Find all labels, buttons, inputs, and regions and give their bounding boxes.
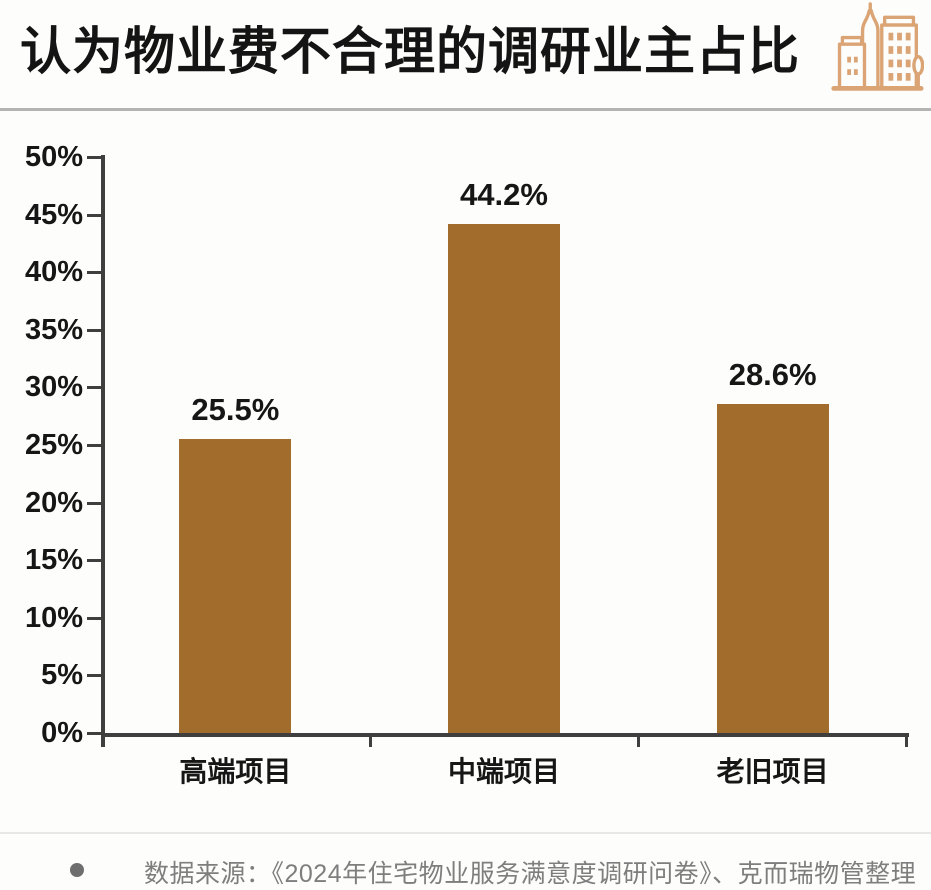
- y-tick-mark: [87, 156, 102, 159]
- bullet-icon: [70, 863, 84, 877]
- y-tick-mark: [87, 213, 102, 217]
- x-tick-mark: [368, 736, 372, 747]
- y-tick-mark: [87, 501, 102, 505]
- source-text: 数据来源：《2024年住宅物业服务满意度调研问卷》、克而瑞物管整理: [144, 860, 917, 888]
- y-tick-mark: [87, 559, 102, 563]
- bar-value-label: 44.2%: [460, 176, 548, 212]
- y-tick-label: 20%: [24, 486, 83, 519]
- y-tick-mark: [87, 271, 102, 275]
- bar-1: [179, 439, 292, 733]
- y-tick-mark: [87, 328, 102, 332]
- y-tick-mark: [87, 674, 102, 678]
- y-tick-label: 15%: [24, 544, 83, 577]
- y-tick-label: 45%: [24, 198, 83, 231]
- buildings-icon: [831, 2, 924, 91]
- y-tick-label: 10%: [24, 601, 83, 634]
- bar-value-label: 25.5%: [191, 392, 280, 428]
- x-category-label: 高端项目: [179, 756, 292, 787]
- y-tick-label: 5%: [41, 659, 83, 692]
- x-tick-mark: [637, 736, 641, 747]
- x-category-label: 老旧项目: [716, 756, 829, 787]
- y-tick-label: 35%: [24, 313, 83, 346]
- x-axis-line: [101, 733, 909, 737]
- y-tick-mark: [87, 616, 102, 620]
- y-tick-label: 0%: [41, 717, 83, 749]
- bar-2: [448, 223, 560, 733]
- y-tick-label: 30%: [24, 371, 83, 404]
- y-axis-line: [101, 155, 105, 747]
- y-tick-mark: [87, 732, 102, 735]
- y-tick-label: 25%: [24, 429, 83, 461]
- bar-value-label: 28.6%: [728, 356, 817, 392]
- y-tick-label: 40%: [24, 256, 83, 289]
- y-tick-label: 50%: [24, 141, 83, 173]
- footer-divider: [0, 832, 931, 834]
- x-category-label: 中端项目: [447, 756, 560, 787]
- x-tick-mark: [905, 736, 908, 747]
- bar-3: [716, 403, 829, 733]
- header-divider: [0, 108, 931, 111]
- y-tick-mark: [87, 444, 102, 447]
- y-tick-mark: [87, 386, 102, 390]
- page-title: 认为物业费不合理的调研业主占比: [20, 23, 801, 80]
